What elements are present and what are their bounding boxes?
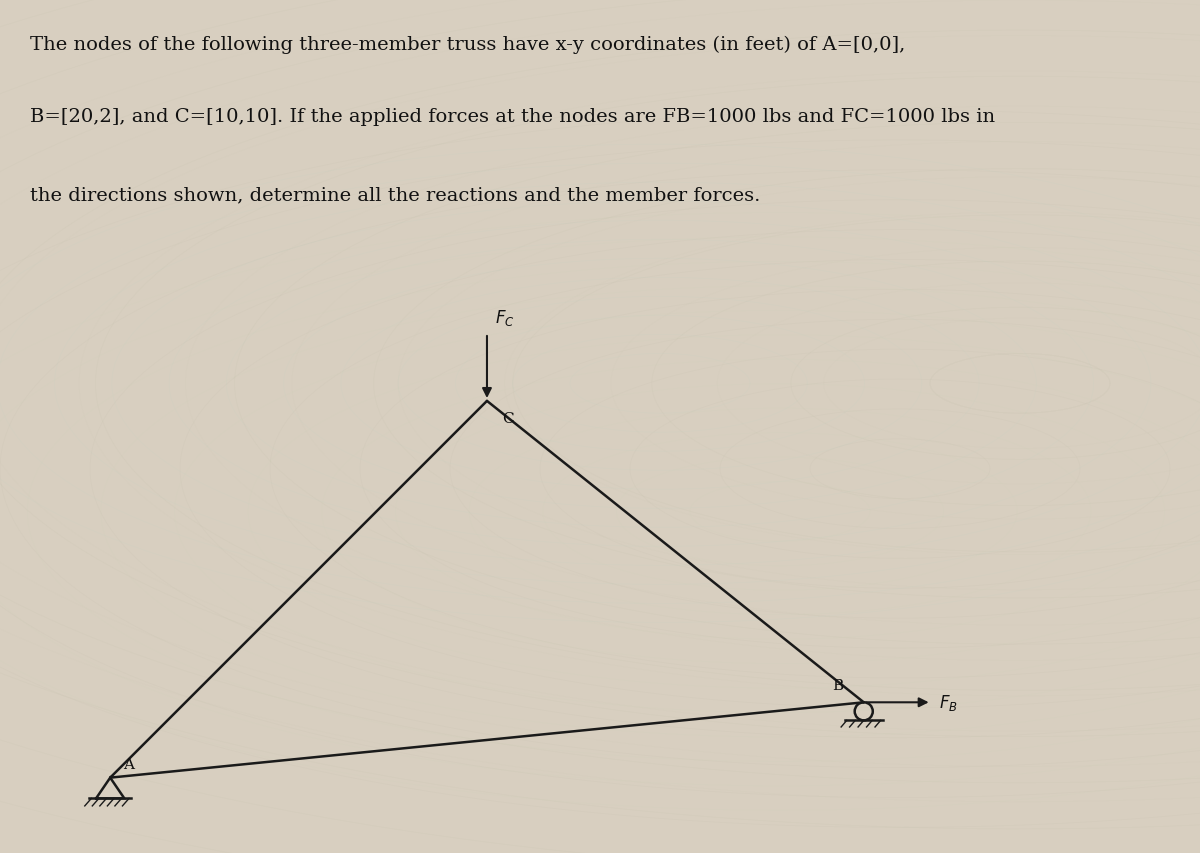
Text: B=[20,2], and C=[10,10]. If the applied forces at the nodes are FB=1000 lbs and : B=[20,2], and C=[10,10]. If the applied … xyxy=(30,107,995,125)
Text: A: A xyxy=(124,757,134,772)
Text: $F_C$: $F_C$ xyxy=(494,308,514,328)
Text: the directions shown, determine all the reactions and the member forces.: the directions shown, determine all the … xyxy=(30,186,761,204)
Text: The nodes of the following three-member truss have x-y coordinates (in feet) of : The nodes of the following three-member … xyxy=(30,36,905,54)
Text: B: B xyxy=(832,678,842,693)
Text: C: C xyxy=(502,411,514,426)
Text: $F_B$: $F_B$ xyxy=(940,693,958,712)
